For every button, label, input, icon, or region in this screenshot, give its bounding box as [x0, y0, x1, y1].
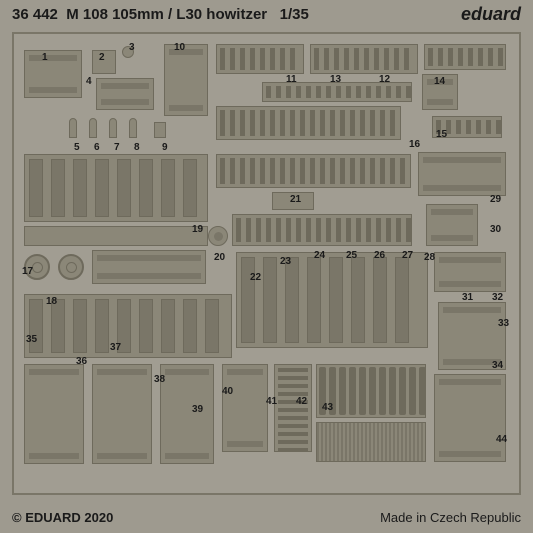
part-number: 31: [462, 292, 473, 303]
part-number: 23: [280, 256, 291, 267]
part-number: 6: [94, 142, 100, 153]
part-number: 38: [154, 374, 165, 385]
pe-part: [24, 50, 82, 98]
part-number: 43: [322, 402, 333, 413]
photoetch-fret: 1234105678911121314151617181920212223242…: [12, 32, 521, 495]
part-number: 44: [496, 434, 507, 445]
part-number: 16: [409, 139, 420, 150]
part-number: 2: [99, 52, 105, 63]
part-number: 36: [76, 356, 87, 367]
pe-part: [24, 154, 208, 222]
part-number: 27: [402, 250, 413, 261]
pe-part: [236, 252, 428, 348]
copyright: © EDUARD 2020: [12, 510, 113, 525]
part-number: 22: [250, 272, 261, 283]
part-number: 37: [110, 342, 121, 353]
pe-part: [434, 252, 506, 292]
part-number: 18: [46, 296, 57, 307]
part-number: 32: [492, 292, 503, 303]
part-number: 14: [434, 76, 445, 87]
part-number: 12: [379, 74, 390, 85]
pe-part: [434, 374, 506, 462]
part-number: 15: [436, 129, 447, 140]
part-number: 11: [286, 74, 297, 85]
part-number: 17: [22, 266, 33, 277]
part-number: 4: [86, 76, 92, 87]
product-title: M 108 105mm / L30 howitzer: [66, 6, 267, 23]
pe-part: [274, 364, 312, 452]
pe-part: [216, 106, 401, 140]
part-number: 33: [498, 318, 509, 329]
pe-part: [426, 204, 478, 246]
part-number: 40: [222, 386, 233, 397]
part-number: 20: [214, 252, 225, 263]
pe-part: [24, 226, 208, 246]
part-number: 3: [129, 42, 135, 53]
pe-part: [262, 82, 412, 102]
part-number: 25: [346, 250, 357, 261]
pe-part: [58, 254, 84, 280]
brand-logo: eduard: [461, 4, 521, 25]
sku: 36 442: [12, 6, 58, 23]
pe-part: [89, 118, 97, 138]
pe-part: [24, 364, 84, 464]
part-number: 29: [490, 194, 501, 205]
pe-part: [222, 364, 268, 452]
part-number: 21: [290, 194, 301, 205]
part-number: 7: [114, 142, 120, 153]
pe-part: [92, 364, 152, 464]
part-number: 34: [492, 360, 503, 371]
pe-part: [418, 152, 506, 196]
pe-part: [316, 422, 426, 462]
pe-part: [96, 78, 154, 110]
pe-part: [154, 122, 166, 138]
pe-part: [216, 44, 304, 74]
pe-part: [310, 44, 418, 74]
pe-part: [164, 44, 208, 116]
pe-part: [129, 118, 137, 138]
pe-part: [208, 226, 228, 246]
product-header: 36 442 M 108 105mm / L30 howitzer 1/35: [12, 6, 309, 23]
pe-part: [69, 118, 77, 138]
part-number: 39: [192, 404, 203, 415]
part-number: 28: [424, 252, 435, 263]
part-number: 8: [134, 142, 140, 153]
scale: 1/35: [280, 6, 309, 23]
part-number: 41: [266, 396, 277, 407]
part-number: 35: [26, 334, 37, 345]
part-number: 26: [374, 250, 385, 261]
part-number: 30: [490, 224, 501, 235]
pe-part: [216, 154, 411, 188]
origin: Made in Czech Republic: [380, 510, 521, 525]
part-number: 42: [296, 396, 307, 407]
pe-part: [92, 250, 206, 284]
pe-part: [232, 214, 412, 246]
part-number: 13: [330, 74, 341, 85]
part-number: 5: [74, 142, 80, 153]
pe-part: [109, 118, 117, 138]
part-number: 10: [174, 42, 185, 53]
part-number: 24: [314, 250, 325, 261]
part-number: 9: [162, 142, 168, 153]
pe-part: [424, 44, 506, 70]
part-number: 19: [192, 224, 203, 235]
part-number: 1: [42, 52, 48, 63]
pe-part: [160, 364, 214, 464]
